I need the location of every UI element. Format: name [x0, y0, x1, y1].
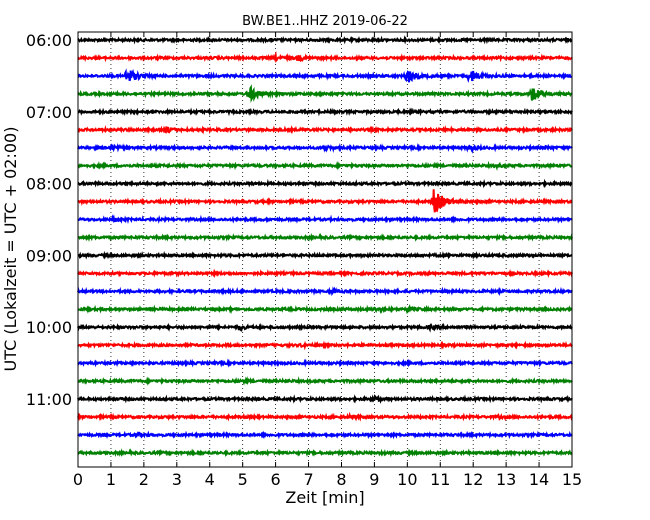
trace-11:00: [77, 394, 573, 405]
y-tick-label: 08:00: [26, 175, 72, 194]
x-tick-label: 5: [238, 470, 248, 489]
trace-06:30: [77, 68, 573, 83]
x-tick-label: 1: [106, 470, 116, 489]
trace-06:45: [77, 84, 573, 103]
trace-09:30: [77, 286, 573, 297]
trace-09:15: [77, 268, 573, 279]
y-axis: 06:00 07:00 08:00 09:00 10:00 11:00: [26, 31, 572, 409]
trace-06:00: [77, 35, 573, 45]
y-axis-label: UTC (Lokalzeit = UTC + 02:00): [1, 127, 20, 372]
x-tick-label: 7: [303, 470, 313, 489]
trace-07:30: [77, 142, 573, 154]
trace-10:45: [77, 375, 573, 386]
trace-08:30: [77, 214, 573, 225]
x-tick-label: 9: [369, 470, 379, 489]
y-tick-label: 11:00: [26, 390, 72, 409]
x-tick-label: 0: [73, 470, 83, 489]
x-axis-label: Zeit [min]: [285, 488, 364, 507]
trace-08:00: [77, 178, 573, 189]
x-tick-label: 10: [397, 470, 417, 489]
y-tick-label: 10:00: [26, 318, 72, 337]
x-tick-label: 12: [463, 470, 483, 489]
x-tick-label: 8: [336, 470, 346, 489]
traces: [77, 35, 573, 458]
trace-08:15: [77, 189, 573, 213]
trace-07:00: [77, 107, 573, 117]
trace-11:15: [77, 411, 573, 422]
trace-10:30: [77, 358, 573, 368]
trace-08:45: [77, 232, 573, 243]
trace-06:15: [77, 51, 573, 63]
trace-11:30: [77, 430, 573, 440]
trace-10:15: [77, 340, 573, 351]
x-tick-label: 15: [562, 470, 582, 489]
trace-10:00: [77, 322, 573, 333]
trace-09:45: [77, 304, 573, 315]
x-tick-label: 3: [172, 470, 182, 489]
x-tick-label: 2: [139, 470, 149, 489]
x-tick-label: 14: [529, 470, 549, 489]
x-tick-label: 13: [496, 470, 516, 489]
x-tick-label: 6: [271, 470, 281, 489]
chart-title: BW.BE1..HHZ 2019-06-22: [242, 14, 408, 29]
trace-11:45: [77, 448, 573, 458]
y-tick-label: 06:00: [26, 31, 72, 50]
vertical-grid: [110, 32, 540, 467]
x-tick-label: 11: [430, 470, 450, 489]
trace-07:45: [77, 160, 573, 171]
plot-frame: [77, 31, 573, 468]
x-tick-label: 4: [205, 470, 215, 489]
y-tick-label: 07:00: [26, 103, 72, 122]
trace-09:00: [77, 250, 573, 260]
trace-07:15: [77, 124, 573, 135]
y-tick-label: 09:00: [26, 246, 72, 265]
x-axis: 0 1 2 3 4 5 6 7 8 9 10 11 12 13 14 15: [73, 32, 582, 489]
